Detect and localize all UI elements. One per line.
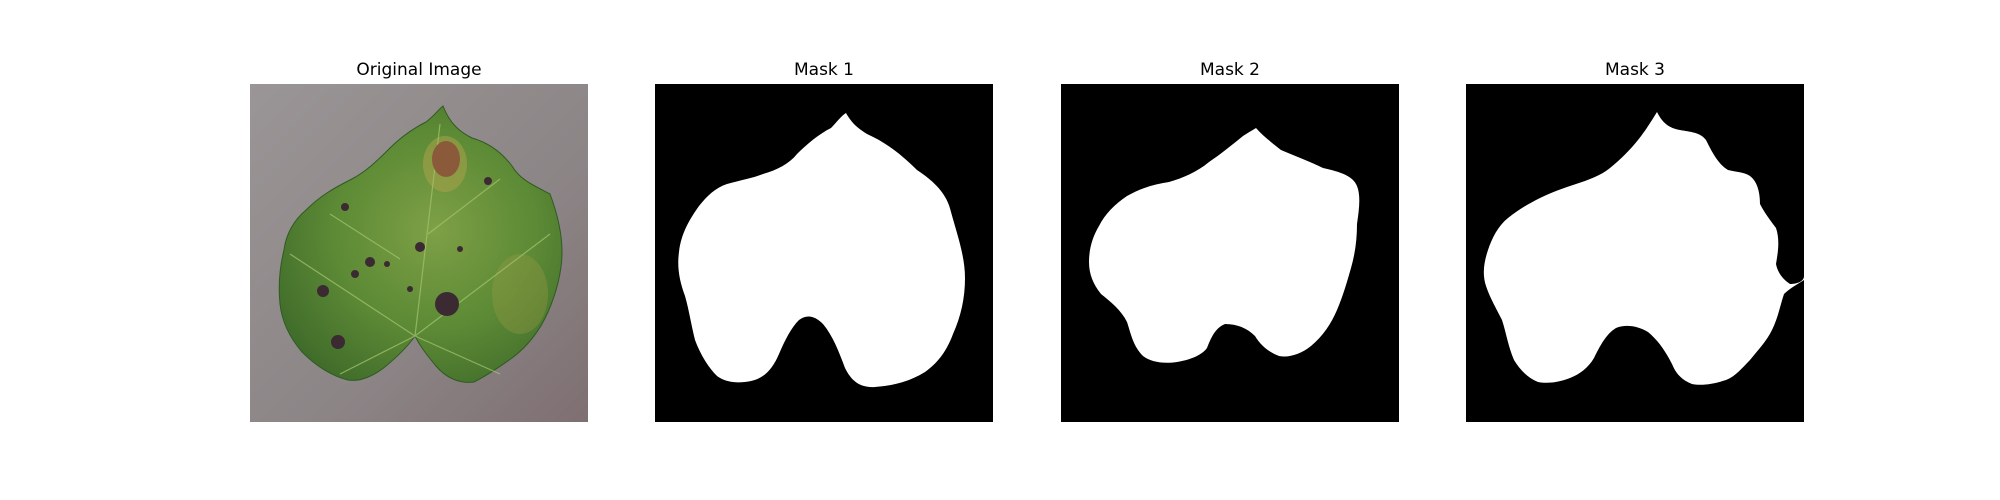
leaf-spot xyxy=(317,285,329,297)
panel-mask-3: Mask 3 xyxy=(1466,0,1804,500)
leaf-spot xyxy=(457,246,463,252)
leaf-photo xyxy=(250,84,588,422)
mask-image-1 xyxy=(655,84,993,422)
leaf-spot xyxy=(407,286,413,292)
panel-title-original: Original Image xyxy=(250,59,588,81)
leaf-spot xyxy=(415,242,425,252)
leaf-spot xyxy=(331,335,345,349)
leaf-spot xyxy=(365,257,375,267)
leaf-yellow-patch-2 xyxy=(492,254,548,334)
mask-2-svg xyxy=(1061,84,1399,422)
leaf-spot xyxy=(484,177,492,185)
panel-title-mask-2: Mask 2 xyxy=(1061,59,1399,81)
panel-mask-1: Mask 1 xyxy=(655,0,993,500)
leaf-spot-large xyxy=(435,292,459,316)
mask-3-svg xyxy=(1466,84,1804,422)
panel-title-mask-1: Mask 1 xyxy=(655,59,993,81)
leaf-spot-brown xyxy=(432,141,460,177)
leaf-spot xyxy=(341,203,349,211)
leaf-spot xyxy=(384,261,390,267)
leaf-photo-svg xyxy=(250,84,588,422)
mask-image-3 xyxy=(1466,84,1804,422)
panel-mask-2: Mask 2 xyxy=(1061,0,1399,500)
panel-original: Original Image xyxy=(250,0,588,500)
panel-title-mask-3: Mask 3 xyxy=(1466,59,1804,81)
mask-1-svg xyxy=(655,84,993,422)
leaf-spot xyxy=(351,270,359,278)
mask-image-2 xyxy=(1061,84,1399,422)
